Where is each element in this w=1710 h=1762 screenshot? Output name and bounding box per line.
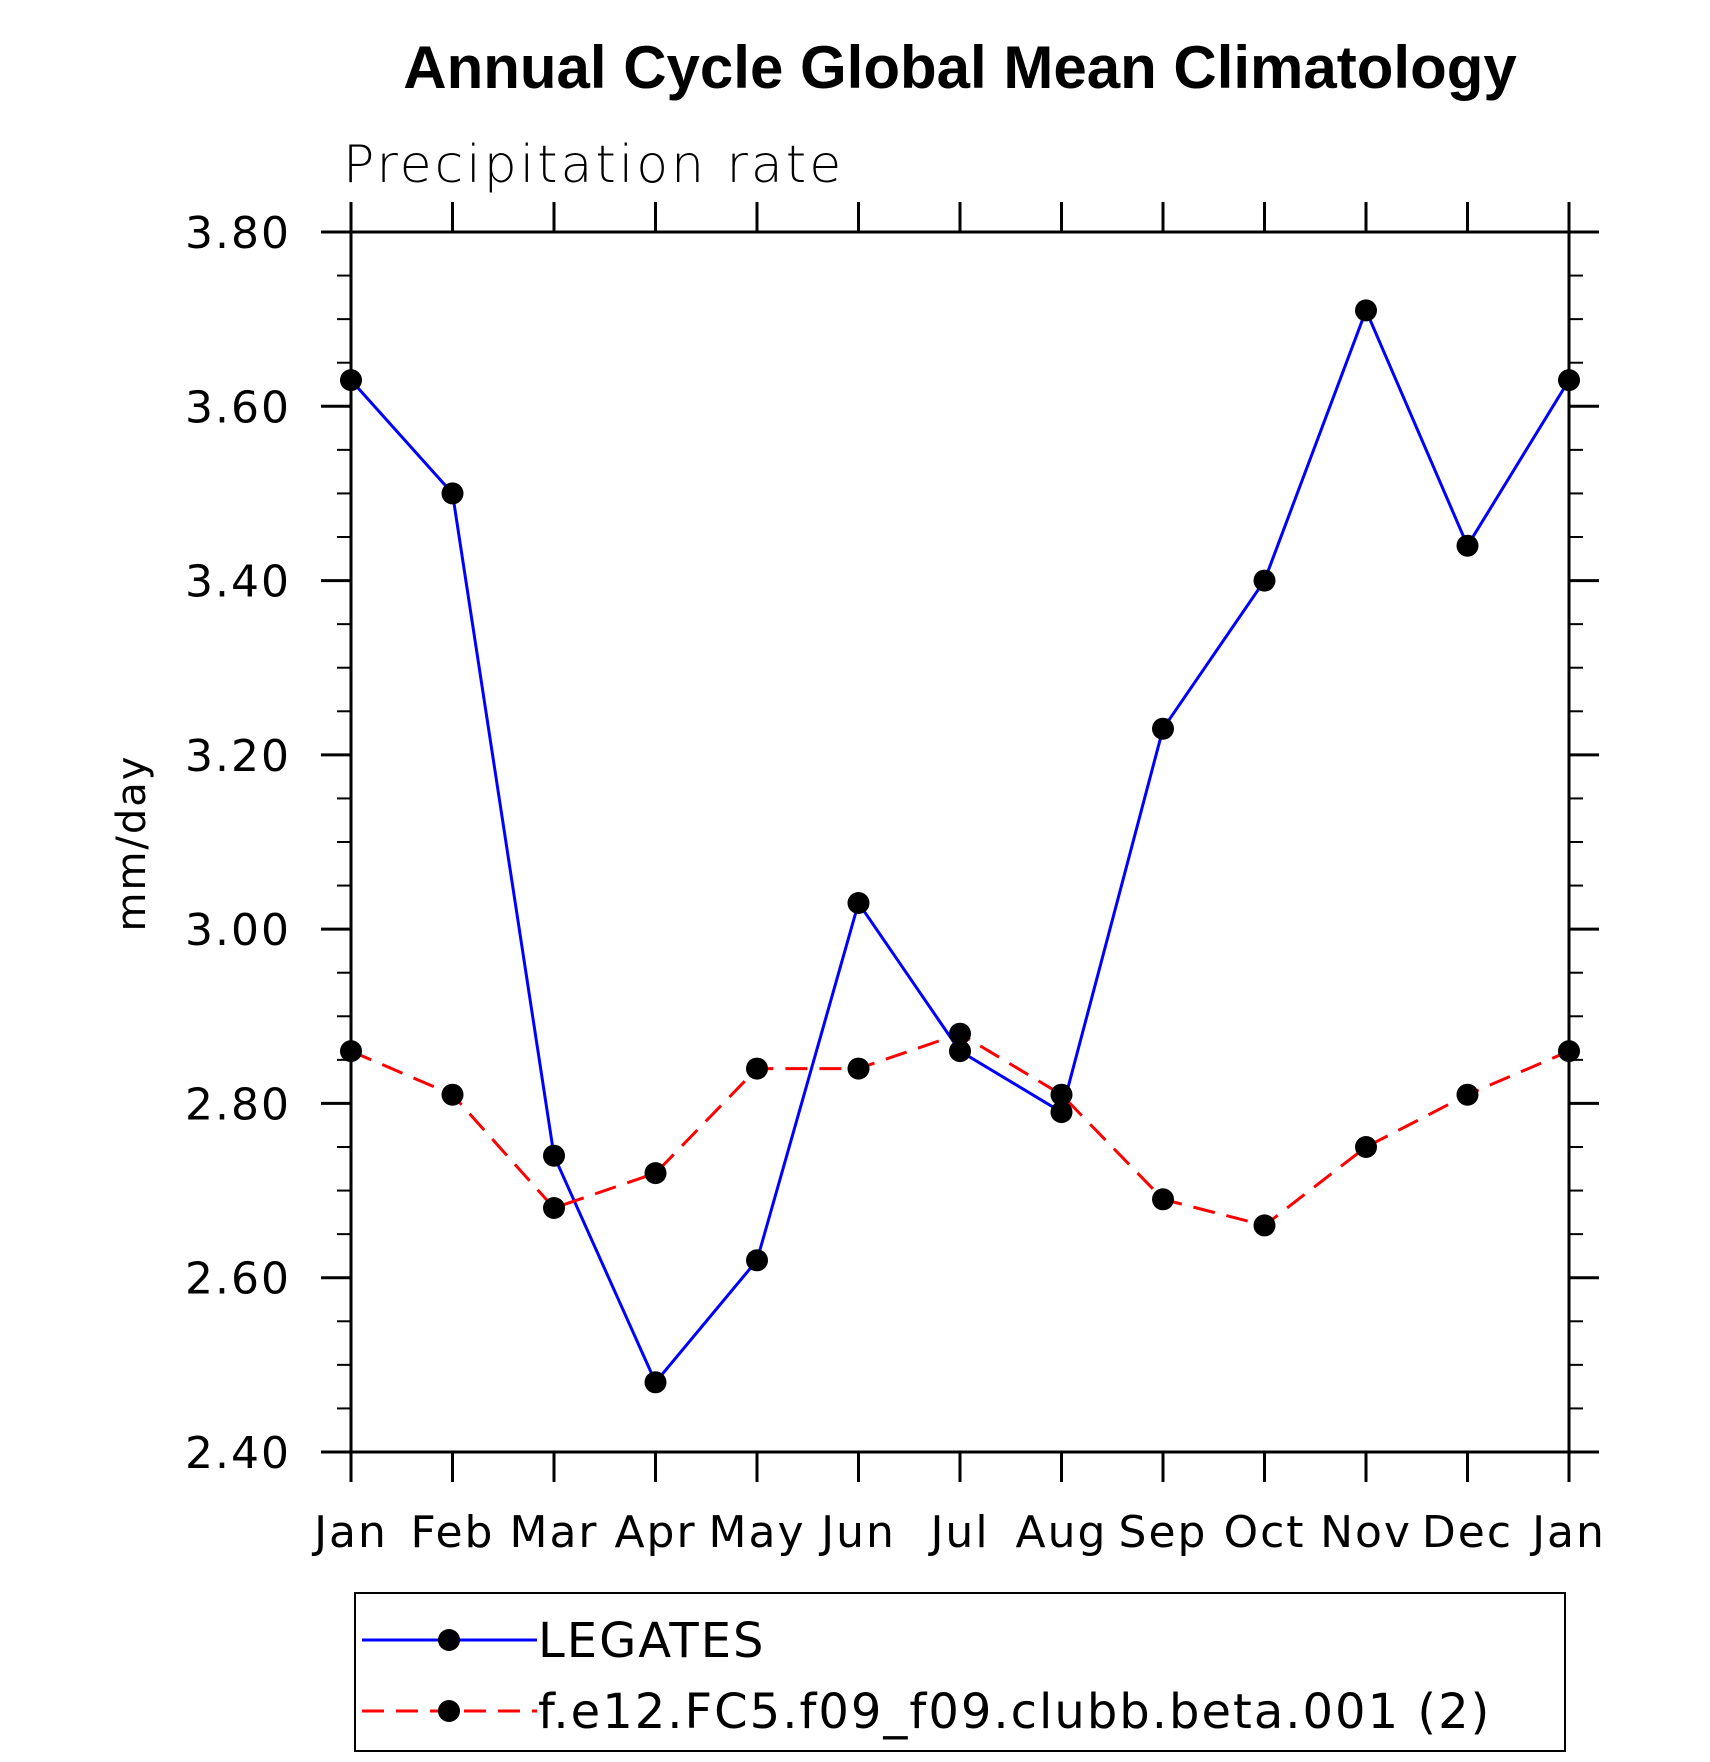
- data-point-series-1: [1152, 1188, 1174, 1211]
- x-tick-label: Mar: [509, 1507, 598, 1558]
- y-tick-label: 3.60: [185, 382, 291, 433]
- data-point-series-0: [1456, 534, 1479, 557]
- data-point-series-0: [1152, 717, 1174, 740]
- data-point-series-0: [949, 1040, 971, 1063]
- legend-label-legates: LEGATES: [538, 1613, 766, 1669]
- x-tick-labels: Jan Feb Mar Apr May Jun Jul Aug Sep Oct Nov Dec Jan: [311, 1507, 1606, 1558]
- x-tick-label: Jun: [818, 1507, 896, 1558]
- data-point-series-1: [949, 1022, 971, 1045]
- y-axis-label: mm/day: [109, 755, 155, 932]
- axis-ticks: [321, 202, 1599, 1482]
- series-line-1: [350, 1032, 1570, 1228]
- x-tick-label: Oct: [1223, 1507, 1305, 1558]
- data-point-series-0: [1050, 1101, 1073, 1124]
- legend-label-model: f.e12.FC5.f09_f09.clubb.beta.001 (2): [538, 1684, 1491, 1740]
- data-point-series-0: [1355, 299, 1377, 322]
- legend-marker-model: [438, 1700, 460, 1722]
- data-point-series-0: [441, 482, 464, 505]
- x-tick-label: Feb: [411, 1507, 495, 1558]
- data-point-series-1: [644, 1162, 667, 1185]
- x-tick-label: May: [709, 1507, 806, 1558]
- x-tick-label: Jan: [1529, 1507, 1606, 1558]
- y-tick-label: 2.60: [185, 1254, 291, 1305]
- data-point-series-0: [644, 1371, 667, 1394]
- data-point-series-1: [1456, 1083, 1479, 1106]
- x-tick-label: Dec: [1422, 1507, 1513, 1558]
- x-tick-label: Nov: [1320, 1507, 1412, 1558]
- data-point-series-0: [340, 369, 362, 392]
- data-point-series-0: [847, 892, 870, 914]
- series-markers: [340, 299, 1580, 1394]
- data-point-series-1: [543, 1197, 565, 1219]
- y-tick-label: 2.40: [185, 1428, 291, 1479]
- data-point-series-1: [340, 1040, 362, 1063]
- y-tick-label: 3.00: [185, 905, 291, 956]
- data-point-series-0: [746, 1249, 768, 1272]
- y-tick-label: 3.20: [185, 731, 291, 782]
- x-tick-label: Sep: [1119, 1507, 1208, 1558]
- data-point-series-1: [847, 1057, 870, 1080]
- x-tick-label: Aug: [1016, 1507, 1108, 1558]
- legend-box: [354, 1592, 1566, 1752]
- x-tick-label: Apr: [614, 1507, 696, 1558]
- chart-title: Annual Cycle Global Mean Climatology: [403, 34, 1517, 101]
- plot-frame: [349, 230, 1571, 1454]
- data-point-series-0: [543, 1144, 565, 1167]
- y-tick-label: 3.80: [185, 208, 291, 259]
- data-point-series-1: [1050, 1083, 1073, 1106]
- x-tick-label: Jan: [311, 1507, 388, 1558]
- y-tick-labels: 2.40 2.60 2.80 3.00 3.20 3.40 3.60 3.80: [185, 208, 291, 1479]
- legend: LEGATES f.e12.FC5.f09_f09.clubb.beta.001…: [354, 1592, 1566, 1752]
- data-point-series-0: [1558, 369, 1580, 392]
- data-point-series-1: [746, 1057, 768, 1080]
- data-point-series-1: [1558, 1040, 1580, 1063]
- data-point-series-1: [441, 1083, 464, 1106]
- data-point-series-0: [1253, 569, 1276, 592]
- data-point-series-1: [1355, 1136, 1377, 1158]
- series-line-0: [349, 306, 1571, 1386]
- x-tick-label: Jul: [927, 1507, 989, 1558]
- y-tick-label: 3.40: [185, 557, 291, 608]
- data-point-series-1: [1253, 1214, 1276, 1237]
- series-lines: [349, 306, 1571, 1386]
- chart-subtitle: Precipitation rate: [343, 135, 844, 195]
- legend-marker-legates: [438, 1629, 460, 1651]
- y-tick-label: 2.80: [185, 1079, 291, 1130]
